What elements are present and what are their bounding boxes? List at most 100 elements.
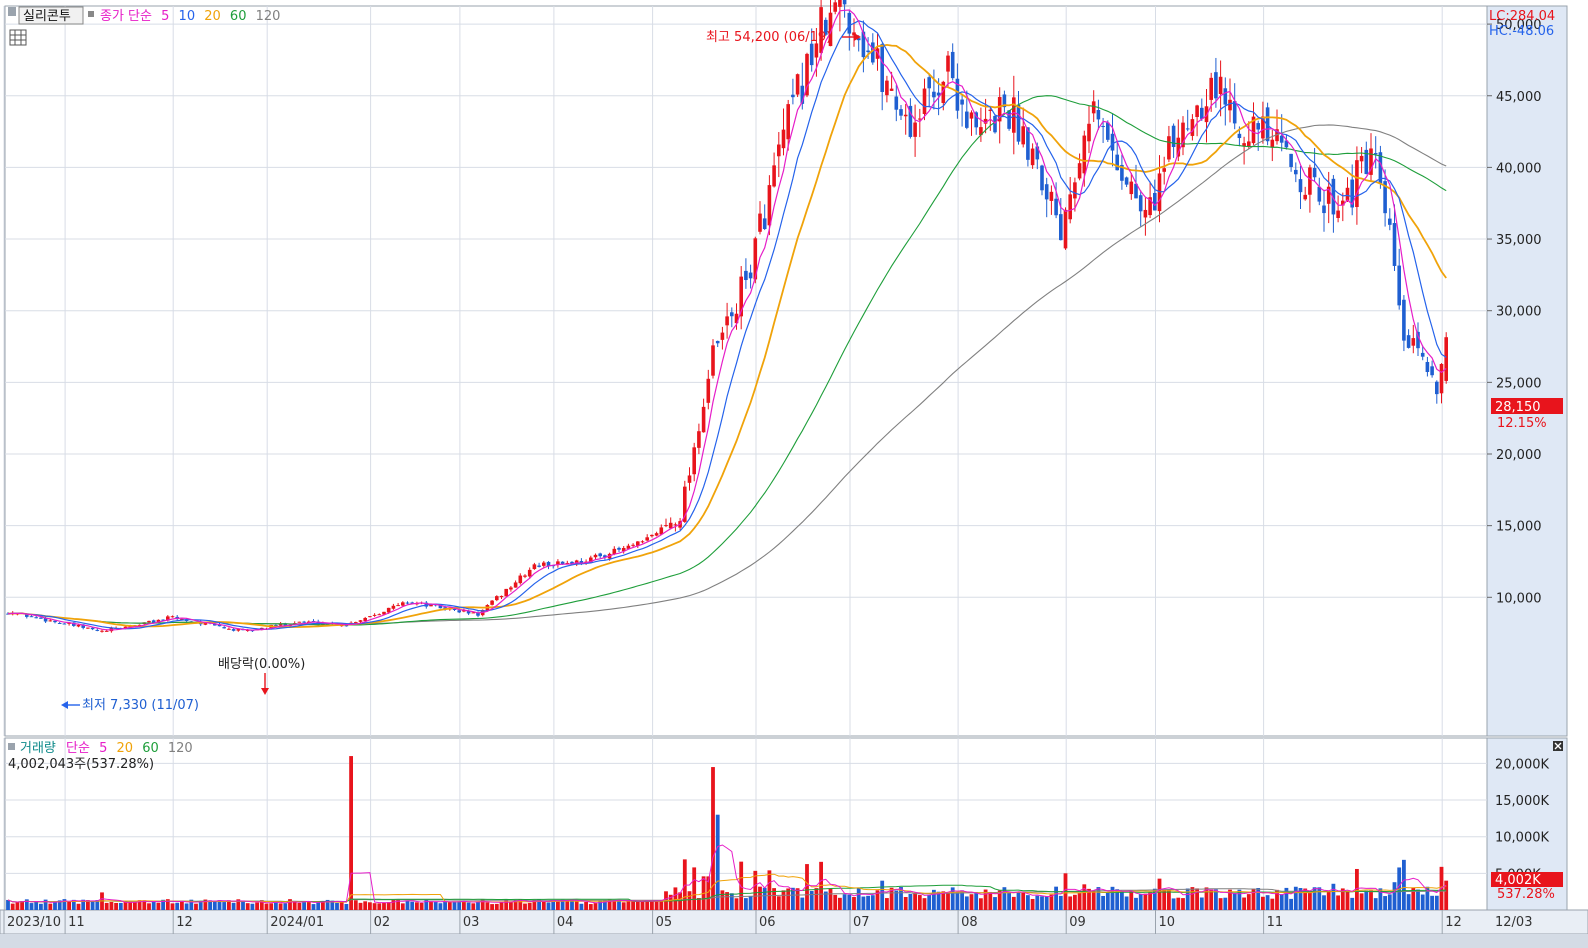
volume-bar — [819, 861, 823, 910]
candle-body — [565, 562, 570, 564]
price-tick-label: 35,000 — [1496, 233, 1542, 248]
candle-body — [372, 614, 377, 616]
candle-body — [1247, 141, 1251, 147]
price-axis — [1486, 5, 1568, 737]
volume-bar — [76, 903, 81, 910]
volume-bar — [175, 902, 180, 910]
candle-body — [1190, 119, 1195, 136]
candle-body — [1153, 192, 1157, 211]
candle-body — [1345, 187, 1350, 201]
volume-bars — [6, 756, 1449, 910]
candle-body — [1096, 110, 1101, 120]
ma60-label: 60 — [230, 9, 247, 24]
volume-bar — [936, 891, 941, 910]
volume-bar — [405, 900, 410, 910]
volume-bar — [1195, 888, 1199, 910]
volume-bar — [1096, 887, 1101, 910]
volume-close-icon[interactable] — [1553, 741, 1563, 751]
volume-bar — [753, 870, 758, 910]
volume-bar — [1115, 889, 1120, 910]
volume-bar — [1026, 895, 1030, 910]
x-tick-label: 11 — [68, 915, 85, 930]
candle-body — [1087, 123, 1091, 142]
candle-body — [537, 565, 541, 567]
candle-body — [1200, 107, 1204, 119]
candle-body — [410, 602, 414, 604]
volume-bar — [123, 901, 128, 910]
candle-body — [1176, 137, 1181, 157]
candle-body — [495, 596, 499, 601]
candle-body — [62, 623, 67, 625]
volume-bar — [1420, 894, 1425, 910]
candle-body — [885, 80, 889, 96]
volume-bar — [1171, 898, 1176, 910]
candle-body — [626, 545, 631, 549]
candle-body — [363, 617, 367, 621]
x-tick-label: 04 — [557, 915, 574, 930]
candle-body — [748, 272, 753, 279]
volume-bar — [278, 903, 283, 910]
grid-table-icon[interactable] — [9, 29, 27, 46]
volume-bar — [922, 898, 927, 910]
volume-bar — [809, 891, 814, 910]
volume-bar — [368, 902, 372, 910]
volume-bar — [1105, 892, 1110, 910]
volume-bar — [1016, 891, 1021, 910]
volume-bar — [1148, 892, 1152, 910]
volume-bar — [556, 899, 560, 910]
volume-bar — [1058, 895, 1063, 910]
candle-body — [744, 270, 748, 281]
low-annotation: 최저 7,330 (11/07) — [82, 698, 199, 713]
candle-body — [1270, 139, 1275, 148]
volume-bar — [866, 895, 870, 910]
candle-body — [777, 144, 781, 157]
volume-bar — [494, 903, 499, 910]
volume-bar — [1040, 896, 1044, 910]
candle-body — [1444, 337, 1448, 381]
candle-body — [1073, 182, 1077, 199]
candle-body — [462, 610, 466, 612]
candle-body — [6, 613, 10, 615]
volume-bar — [288, 899, 292, 910]
volume-bar — [767, 870, 772, 910]
candle-body — [974, 112, 978, 128]
volume-menu-icon[interactable] — [8, 743, 15, 750]
candle-body — [579, 560, 584, 564]
volume-bar — [311, 904, 316, 910]
candle-body — [1435, 381, 1439, 395]
volume-bar — [429, 901, 433, 910]
volume-bar — [81, 899, 86, 910]
stock-name-box[interactable] — [18, 6, 84, 25]
candle-body — [1209, 77, 1213, 100]
candle-body — [504, 588, 508, 597]
volume-bar — [57, 900, 62, 910]
volume-bar — [748, 896, 753, 910]
candle-body — [1054, 198, 1058, 216]
candle-body — [772, 165, 776, 187]
volume-bar — [1279, 894, 1284, 910]
bottom-scrollbar[interactable] — [0, 934, 1588, 948]
x-tick-label: 12 — [176, 915, 193, 930]
candle-body — [123, 626, 128, 629]
candle-body — [405, 602, 410, 604]
volume-bar — [419, 902, 424, 910]
volume-bar — [241, 900, 245, 910]
volume-bar — [447, 902, 452, 910]
candle-body — [692, 447, 696, 475]
panel-menu-icon[interactable] — [8, 7, 16, 16]
volume-bar — [316, 902, 321, 910]
price-panel — [4, 5, 1488, 737]
candle-body — [861, 31, 866, 58]
high-annotation: 최고 54,200 (06/19) — [706, 30, 831, 45]
candle-body — [814, 43, 819, 58]
candle-body — [932, 91, 936, 98]
candle-body — [499, 595, 504, 598]
candle-body — [401, 602, 405, 606]
candle-body — [589, 557, 593, 563]
volume-bar — [15, 902, 20, 910]
indicator-menu-icon[interactable] — [88, 11, 94, 17]
volume-bar — [1369, 890, 1373, 910]
candle-body — [1303, 194, 1307, 200]
volume-bar — [1284, 887, 1289, 910]
candle-body — [556, 561, 560, 565]
